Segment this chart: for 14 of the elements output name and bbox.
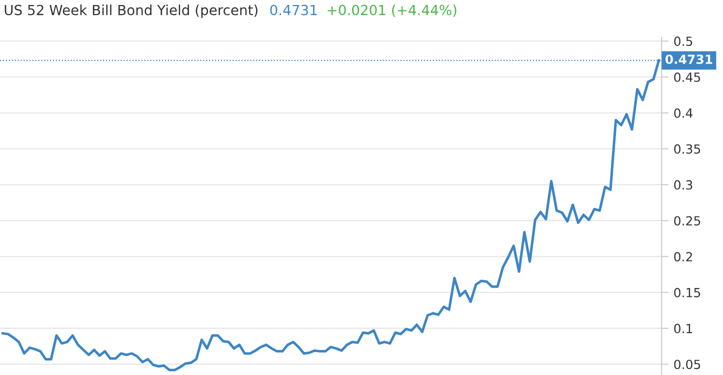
y-tick-label: 0.25 xyxy=(674,216,700,226)
y-tick-label: 0.2 xyxy=(674,252,692,262)
ref-line-label: 0.4731 xyxy=(665,54,712,64)
y-tick-label: 0.05 xyxy=(674,360,700,370)
y-tick-label: 0.15 xyxy=(674,288,700,298)
y-tick-label: 0.3 xyxy=(674,180,692,190)
y-tick-label: 0.1 xyxy=(674,324,692,334)
y-tick-label: 0.5 xyxy=(674,36,692,46)
y-tick-label: 0.4 xyxy=(674,108,693,118)
y-tick-label: 0.45 xyxy=(674,72,700,82)
text: +0.0201 (+4.44%) xyxy=(328,4,456,17)
y-tick-label: 0.35 xyxy=(674,144,700,154)
chart-title: US 52 Week Bill Bond Yield (percent) xyxy=(4,4,258,18)
text: 0.4731 xyxy=(270,4,317,16)
